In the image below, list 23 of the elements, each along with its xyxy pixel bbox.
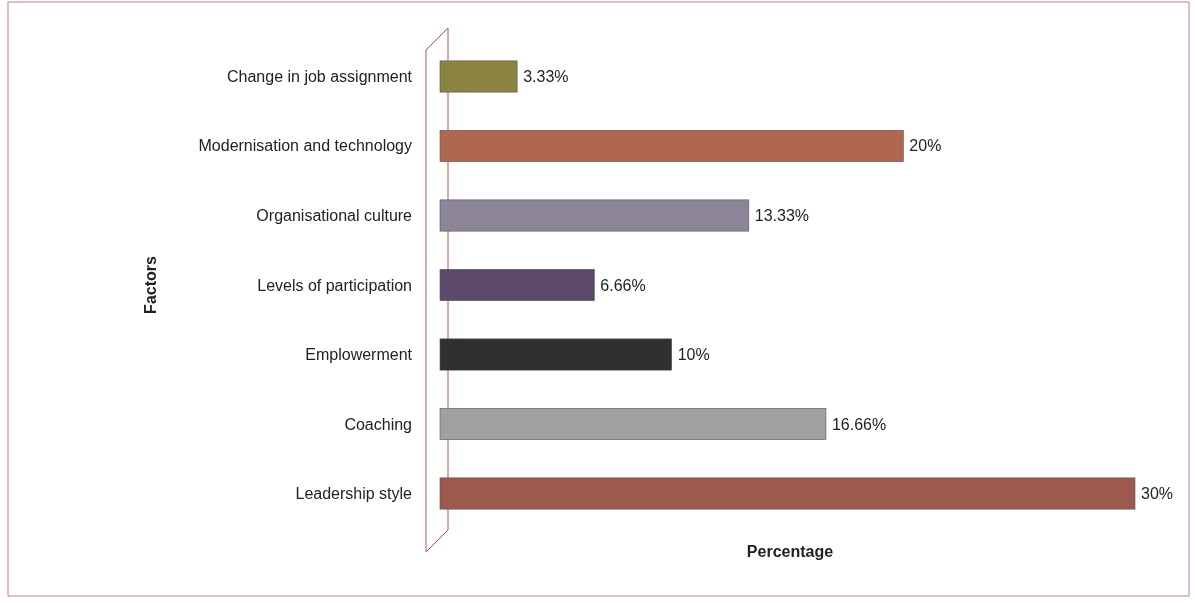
y-tick-label: Emplowerment	[305, 346, 413, 363]
bar	[439, 60, 518, 93]
y-tick-label: Change in job assignment	[226, 67, 413, 85]
data-label: 13.33%	[754, 207, 810, 224]
data-label: 20%	[909, 137, 942, 155]
bar	[439, 477, 1136, 510]
data-label: 6.66%	[600, 276, 646, 294]
bar	[439, 130, 904, 162]
y-tick-label: Modernisation and technology	[198, 137, 412, 155]
data-label: 30%	[1141, 485, 1174, 503]
bar	[439, 269, 595, 301]
bar	[439, 199, 750, 232]
y-tick-label: Coaching	[344, 415, 412, 433]
data-label: 16.66%	[831, 415, 887, 433]
y-tick-label: Leadership style	[295, 485, 413, 503]
bar	[439, 408, 827, 440]
bar	[439, 338, 672, 371]
data-label: 3.33%	[523, 67, 569, 85]
y-tick-label: Levels of participation	[257, 276, 412, 294]
y-tick-label: Organisational culture	[256, 207, 413, 224]
y-axis-title: Factors	[141, 256, 159, 314]
data-label: 10%	[677, 346, 710, 363]
x-axis-title: Percentage	[746, 543, 834, 560]
